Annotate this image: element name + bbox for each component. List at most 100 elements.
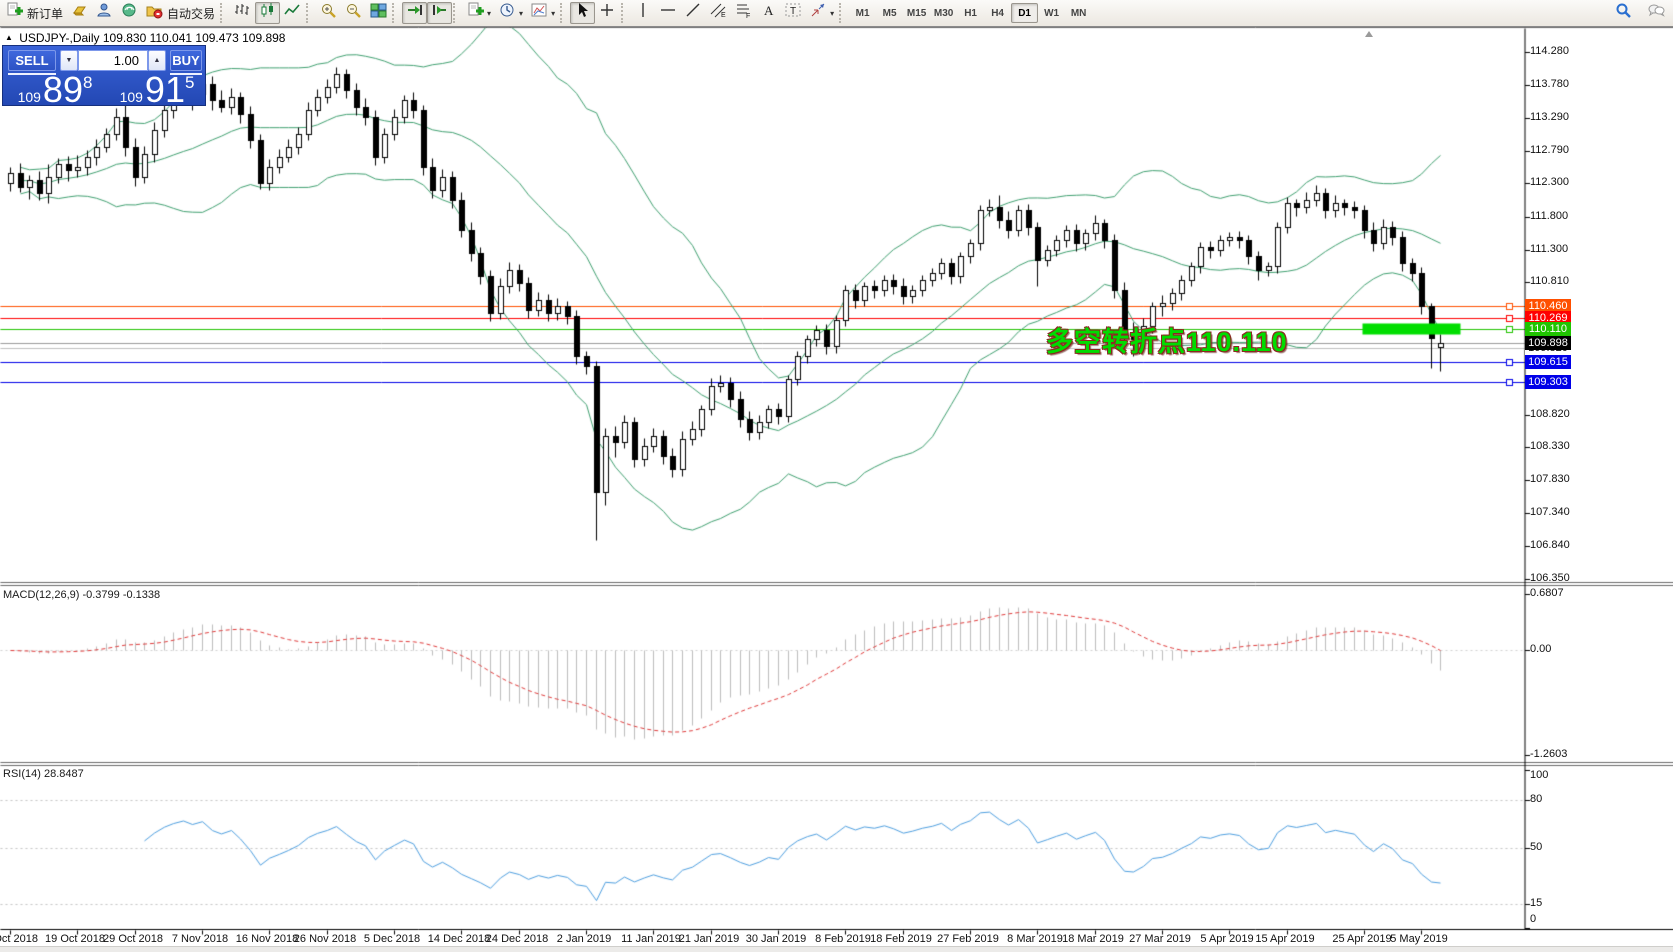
timeframe-mn-button[interactable]: MN: [1070, 7, 1087, 19]
indicators-button[interactable]: ▾: [463, 2, 495, 24]
hline-price-label: 109.303: [1525, 375, 1571, 389]
date-tick-label: 11 Jan 2019: [621, 933, 681, 945]
date-tick-label: 5 Dec 2018: [363, 933, 421, 945]
date-tick-label: 19 Oct 2018: [45, 933, 105, 945]
one-click-trading-panel: SELL ▼ 1.00 ▲ BUY 109 89 8 109 91 5: [2, 45, 207, 108]
text-button-icon: A: [760, 2, 777, 24]
sell-button[interactable]: SELL: [8, 50, 56, 71]
date-tick-label: 16 Nov 2018: [235, 933, 299, 945]
buy-price-prefix: 109: [119, 89, 143, 105]
price-tick-label: 112.300: [1530, 176, 1569, 188]
date-tick-label: 5 Apr 2019: [1200, 933, 1254, 945]
price-tick-label: 106.350: [1530, 572, 1570, 584]
price-tick-label: 108.330: [1530, 440, 1570, 452]
buy-button[interactable]: BUY: [170, 50, 202, 71]
templates-button-icon: [531, 2, 548, 24]
trendline-button[interactable]: [681, 2, 706, 24]
timeframe-d1-button[interactable]: D1: [1011, 3, 1039, 23]
tile-windows-button[interactable]: [366, 2, 391, 24]
svg-text:F: F: [746, 13, 750, 19]
rsi-tick-label: 80: [1530, 793, 1543, 805]
date-tick-label: 27 Mar 2019: [1129, 933, 1191, 945]
metaeditor-button[interactable]: [67, 2, 92, 24]
zoom-out-button[interactable]: [341, 2, 366, 24]
signals-button[interactable]: [117, 2, 142, 24]
date-tick-label: 26 Nov 2018: [293, 933, 357, 945]
date-tick-label: 2 Jan 2019: [556, 933, 612, 945]
price-tick-label: 113.290: [1530, 111, 1569, 123]
auto-scroll-button[interactable]: [402, 2, 428, 24]
indicators-button-icon: [467, 2, 485, 24]
volume-increase-button[interactable]: ▲: [148, 50, 166, 71]
text-button[interactable]: A: [756, 2, 781, 24]
new-order-button[interactable]: 新订单: [2, 2, 67, 24]
macd-tick-label: 0.00: [1530, 643, 1552, 655]
bar-chart-button[interactable]: [230, 2, 255, 24]
cursor-button-icon: [574, 2, 591, 24]
symbol-period-label: USDJPY-,Daily: [19, 31, 100, 45]
templates-button[interactable]: ▾: [527, 2, 559, 24]
volume-input[interactable]: 1.00: [78, 50, 148, 71]
sell-price-display[interactable]: 109 89 8: [5, 72, 105, 108]
price-tick-label: 113.780: [1530, 78, 1569, 90]
rsi-tick-label: 0: [1530, 913, 1537, 925]
timeframe-m5-button[interactable]: M5: [882, 7, 897, 19]
toolbar-separator: [621, 3, 630, 23]
candle-chart-button-icon: [259, 2, 276, 24]
timeframe-h1-button[interactable]: H1: [964, 7, 977, 19]
candle-chart-button[interactable]: [255, 2, 281, 24]
date-tick-label: 18 Feb 2019: [870, 933, 932, 945]
equidistant-channel-button[interactable]: E: [706, 2, 731, 24]
text-label-button-icon: T: [785, 2, 802, 24]
autotrading-button[interactable]: 自动交易: [142, 2, 219, 24]
autotrading-button-icon: [146, 2, 163, 24]
chat-button[interactable]: [1644, 2, 1669, 24]
text-label-button[interactable]: T: [781, 2, 806, 24]
timeframe-m15-button[interactable]: M15: [906, 7, 927, 19]
arrows-button[interactable]: ▾: [806, 2, 838, 24]
date-tick-label: 29 Oct 2018: [103, 933, 163, 945]
crosshair-button-icon: [599, 2, 616, 24]
crosshair-button[interactable]: [595, 2, 620, 24]
timeframe-m30-button[interactable]: M30: [933, 7, 954, 19]
trendline-button-icon: [685, 2, 702, 24]
toolbar-separator: [839, 3, 848, 23]
svg-text:T: T: [790, 6, 796, 17]
date-tick-label: 8 Mar 2019: [1007, 933, 1063, 945]
collapse-arrow-icon[interactable]: ▲: [5, 33, 13, 42]
volume-decrease-button[interactable]: ▼: [60, 50, 78, 71]
toolbar-separator: [392, 3, 401, 23]
search-button[interactable]: [1611, 2, 1636, 24]
price-tick-label: 111.300: [1530, 243, 1569, 255]
buy-price-display[interactable]: 109 91 5: [107, 72, 207, 108]
cursor-button[interactable]: [570, 2, 596, 24]
horizontal-line-button[interactable]: [656, 2, 681, 24]
price-tick-label: 110.810: [1530, 275, 1569, 287]
chat-button-icon: [1648, 2, 1665, 24]
macd-tick-label: 0.6807: [1530, 587, 1564, 599]
timeframe-h4-button[interactable]: H4: [991, 7, 1004, 19]
hline-price-label: 110.460: [1525, 299, 1571, 313]
profile-button[interactable]: [92, 2, 117, 24]
vertical-line-button[interactable]: [631, 2, 656, 24]
hline-price-label: 109.615: [1525, 355, 1571, 369]
rsi-label: RSI(14) 28.8487: [3, 768, 84, 780]
fibonacci-button[interactable]: F: [731, 2, 756, 24]
date-tick-label: 14 Dec 2018: [427, 933, 491, 945]
chart-shift-marker-icon[interactable]: [1365, 31, 1373, 37]
price-tick-label: 108.820: [1530, 408, 1570, 420]
date-tick-label: 21 Jan 2019: [678, 933, 740, 945]
chart-shift-button[interactable]: [427, 2, 453, 24]
toolbar-separator: [453, 3, 462, 23]
date-tick-label: 7 Nov 2018: [171, 933, 229, 945]
signals-button-icon: [121, 2, 138, 24]
zoom-in-button[interactable]: [316, 2, 341, 24]
toolbar: 新订单 自动交易 ▾ ▾ ▾ E F A T ▾ M1 M5 M15 M30 H1 H4 D1 W1 MN: [0, 0, 1673, 27]
bar-chart-button-icon: [234, 2, 251, 24]
line-chart-button[interactable]: [280, 2, 305, 24]
timeframe-w1-button[interactable]: W1: [1044, 7, 1060, 19]
timeframe-m1-button[interactable]: M1: [855, 7, 870, 19]
periods-button[interactable]: ▾: [495, 2, 527, 24]
